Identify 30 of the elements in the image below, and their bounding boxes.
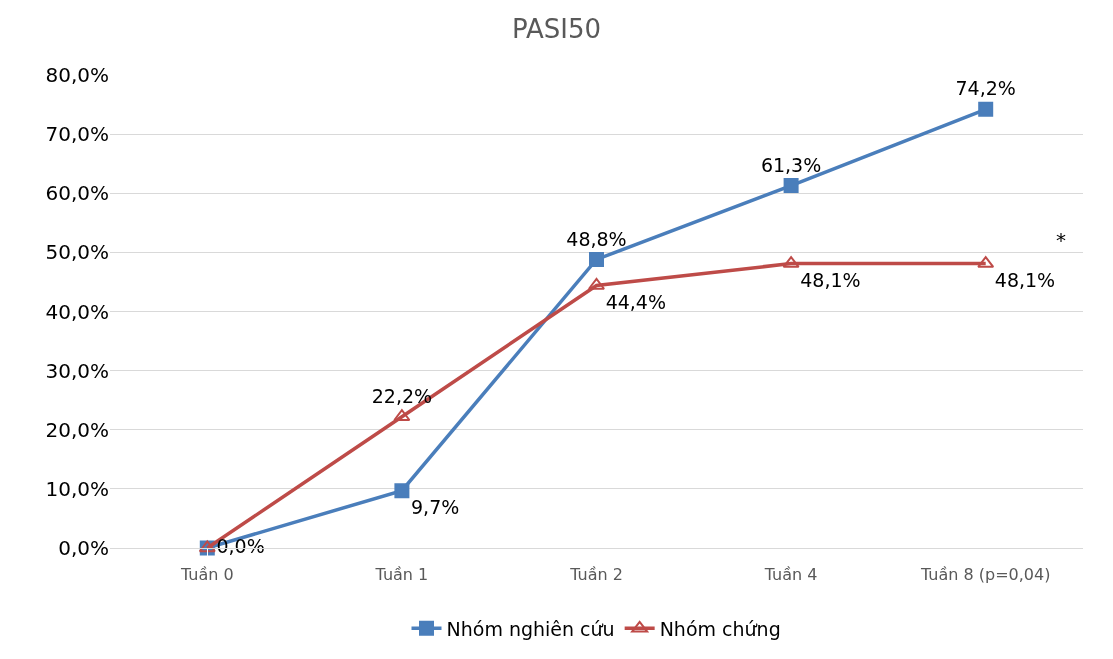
x-tick-label: Tuần 2 <box>569 565 623 585</box>
x-tick-label: Tuần 0 <box>179 565 234 585</box>
y-tick-label: 20,0% <box>45 417 109 442</box>
legend-label: Nhóm chứng <box>659 617 781 640</box>
point <box>978 101 994 117</box>
y-tick-label: 50,0% <box>45 240 109 265</box>
data-label: 61,3% <box>760 153 822 176</box>
x-tick-label: Tuần 8 (p=0,04) <box>919 565 1051 585</box>
point <box>394 483 410 499</box>
data-label: 74,2% <box>955 77 1016 100</box>
chart-title: PASI50 <box>511 13 602 44</box>
data-label: 48,8% <box>566 227 627 250</box>
point <box>783 178 799 194</box>
data-label: 48,1% <box>800 268 861 291</box>
y-tick-label: 80,0% <box>45 63 109 87</box>
y-tick-label: 40,0% <box>45 299 109 324</box>
point <box>589 251 604 267</box>
data-label: 22,2% <box>371 384 433 407</box>
x-tick-label: Tuần 1 <box>374 565 429 585</box>
y-tick-label: 0,0% <box>58 536 109 560</box>
data-label: 9,7% <box>411 496 460 519</box>
y-tick-label: 70,0% <box>45 122 109 147</box>
annotation: * <box>1056 228 1066 252</box>
x-tick-label: Tuần 4 <box>763 565 818 585</box>
data-label: 48,1% <box>994 268 1056 291</box>
y-tick-label: 10,0% <box>45 476 109 501</box>
data-label: 44,4% <box>605 290 666 313</box>
legend-label: Nhóm nghiên cứu <box>446 617 615 640</box>
y-tick-label: 60,0% <box>45 181 109 206</box>
y-tick-label: 30,0% <box>45 358 109 383</box>
